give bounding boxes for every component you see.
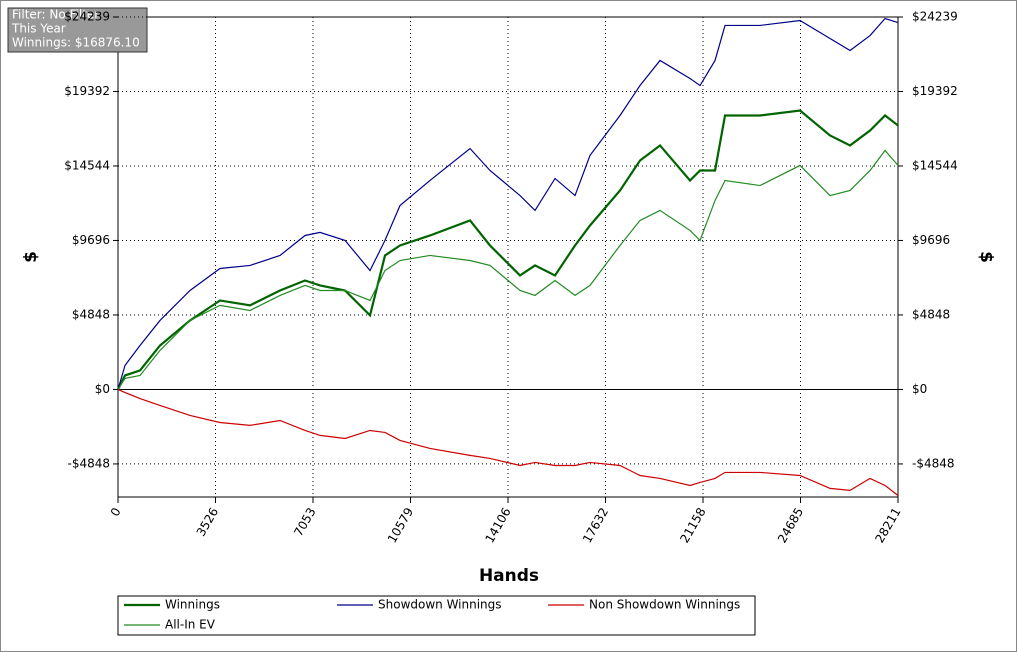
info-line: Winnings: $16876.10 [12,36,140,50]
y-tick-label: $0 [95,382,110,396]
info-line: This Year [11,22,66,36]
y-tick-label: $24239 [64,10,110,24]
y2-tick-label: $24239 [912,10,958,24]
y-tick-label: $19392 [64,84,110,98]
series-line [117,388,899,496]
series-line [117,149,899,390]
y-axis-label: $ [21,251,41,263]
y2-tick-label: $19392 [912,84,958,98]
info-box: Filter: No Filter This Year Winnings: $1… [7,7,148,53]
info-line: Filter: No Filter [12,8,99,22]
y-tick-label: -$4848 [67,456,110,470]
y2-tick-label: -$4848 [912,456,955,470]
info-background [7,7,148,53]
y2-tick-label: $0 [912,382,927,396]
legend-label: All-In EV [165,618,216,632]
legend-label: Winnings [165,598,220,612]
y-tick-label: $4848 [72,307,110,321]
y2-tick-label: $9696 [912,233,950,247]
series-line [117,17,899,390]
y2-tick-label: $14544 [912,158,958,172]
legend-label: Showdown Winnings [378,598,502,612]
y2-tick-label: $4848 [912,307,950,321]
legend-label: Non Showdown Winnings [589,598,740,612]
y2-axis-label: $ [976,251,996,263]
x-axis-label: Hands [479,566,539,586]
y-tick-label: $9696 [72,233,110,247]
legend-box [117,595,756,636]
y-tick-label: $14544 [64,158,110,172]
series-line [117,109,899,390]
